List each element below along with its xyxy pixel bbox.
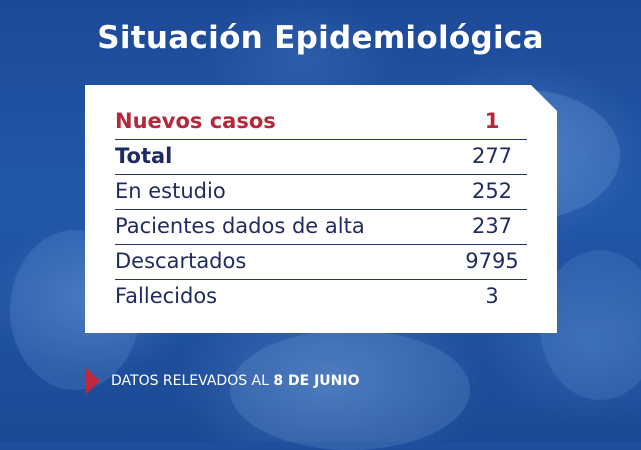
row-value: 252 xyxy=(471,179,513,203)
row-label: Nuevos casos xyxy=(115,109,276,133)
stats-card: Nuevos casos 1 Total 277 En estudio 252 … xyxy=(85,85,557,333)
arrow-right-icon xyxy=(86,368,100,394)
footnote-date: 8 DE JUNIO xyxy=(273,373,360,389)
footnote-prefix: DATOS RELEVADOS AL xyxy=(111,373,269,389)
row-value: 1 xyxy=(484,109,500,133)
row-label: Pacientes dados de alta xyxy=(115,214,365,238)
background-blob xyxy=(230,330,470,450)
footnote-text: DATOS RELEVADOS AL 8 DE JUNIO xyxy=(111,373,359,389)
row-label: Descartados xyxy=(115,249,247,273)
page-title: Situación Epidemiológica xyxy=(97,20,544,56)
stats-row-in-study: En estudio 252 xyxy=(115,175,527,210)
row-value: 237 xyxy=(471,214,513,238)
stats-row-discarded: Descartados 9795 xyxy=(115,245,527,280)
row-value: 277 xyxy=(471,144,513,168)
row-value: 9795 xyxy=(465,249,519,273)
row-label: En estudio xyxy=(115,179,226,203)
stats-row-total: Total 277 xyxy=(115,140,527,175)
row-label: Total xyxy=(115,144,173,168)
stats-row-new-cases: Nuevos casos 1 xyxy=(115,105,527,140)
stats-row-deceased: Fallecidos 3 xyxy=(115,280,527,314)
row-value: 3 xyxy=(485,284,499,308)
row-label: Fallecidos xyxy=(115,284,218,308)
stats-row-discharged: Pacientes dados de alta 237 xyxy=(115,210,527,245)
